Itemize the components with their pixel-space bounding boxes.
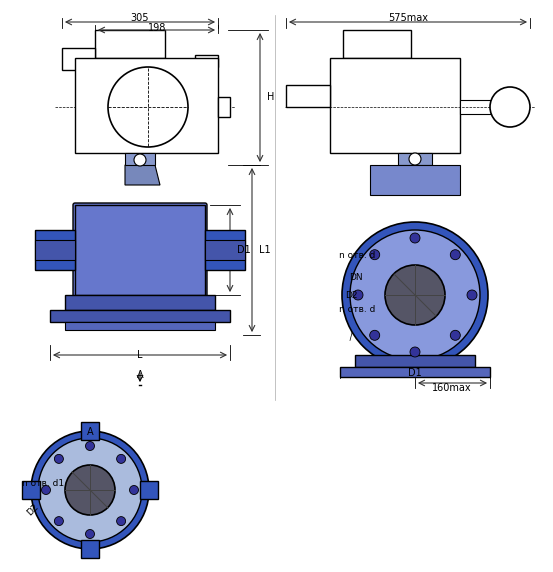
Text: n отв. d1: n отв. d1 [22,479,64,487]
Bar [75,205,205,295]
Circle shape [410,233,420,243]
Bar [395,325,435,355]
Bar [75,58,218,153]
Bar [62,48,95,70]
Bar [65,295,215,310]
Bar [340,367,490,377]
Circle shape [342,222,488,368]
Bar [343,30,411,58]
Circle shape [467,290,477,300]
Text: n отв. d: n отв. d [338,305,375,315]
Bar [195,55,218,67]
Circle shape [410,347,420,357]
Bar [50,310,230,322]
Circle shape [134,154,146,166]
Text: 575max: 575max [388,13,428,23]
Circle shape [54,454,64,463]
Text: L1: L1 [259,245,270,255]
Circle shape [385,265,445,325]
Circle shape [31,431,149,549]
Circle shape [117,517,126,526]
Circle shape [108,67,188,147]
Circle shape [65,465,115,515]
Circle shape [370,330,380,340]
Bar [81,422,99,440]
Bar [205,230,245,270]
Bar [35,230,75,270]
Text: D2: D2 [25,502,40,518]
Bar [22,481,40,499]
Text: DN: DN [349,273,363,283]
Circle shape [370,250,380,260]
Circle shape [41,486,50,495]
Bar [95,30,165,58]
Bar [35,240,75,260]
Circle shape [450,330,460,340]
Text: A: A [87,427,93,437]
Circle shape [350,230,480,360]
Text: D2: D2 [346,291,358,300]
FancyBboxPatch shape [73,203,207,297]
Circle shape [86,530,95,538]
Bar [398,153,432,165]
Circle shape [353,290,363,300]
Circle shape [490,87,530,127]
Bar [205,240,245,260]
Circle shape [409,153,421,165]
Text: 198: 198 [148,23,166,33]
Bar [330,58,460,153]
Circle shape [86,442,95,451]
Bar [125,153,155,165]
Text: 160max: 160max [432,383,472,393]
Text: 305: 305 [131,13,149,23]
Bar [218,97,230,117]
Circle shape [117,454,126,463]
Circle shape [129,486,138,495]
Bar [370,165,460,195]
Bar [65,322,215,330]
Bar [460,100,510,114]
Bar [355,355,475,367]
Text: H: H [267,92,274,102]
Text: D1: D1 [237,245,251,255]
Text: A: A [137,370,143,380]
Circle shape [38,438,142,542]
Bar [140,481,158,499]
Polygon shape [125,165,160,185]
Text: L: L [137,350,143,360]
Text: n отв. d: n отв. d [338,251,375,260]
Circle shape [450,250,460,260]
Bar [81,540,99,558]
Bar [286,85,330,107]
Text: D1: D1 [408,368,422,378]
Circle shape [54,517,64,526]
